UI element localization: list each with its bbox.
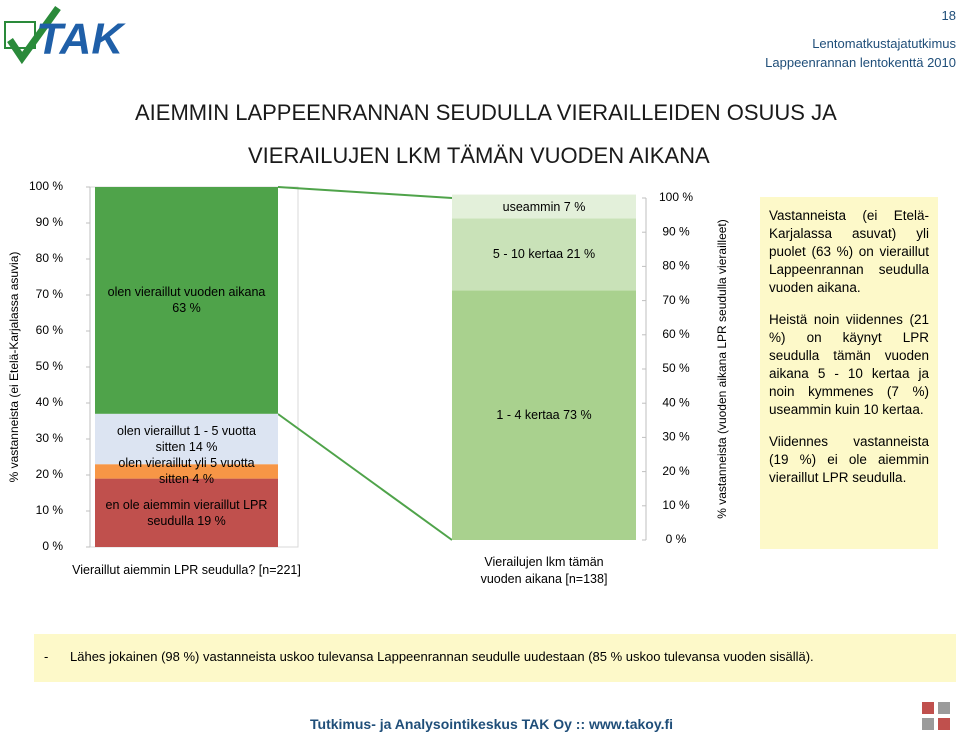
y-tick-label: 20 % <box>36 467 64 481</box>
connector <box>277 186 453 199</box>
y-tick-label: 0 % <box>666 532 687 546</box>
y-tick-label: 70 % <box>36 287 64 301</box>
y-tick-label: 100 % <box>29 179 63 193</box>
y-tick-label: 50 % <box>36 359 64 373</box>
y-tick-label: 10 % <box>36 503 64 517</box>
segment-label: olen vieraillut yli 5 vuotta sitten 4 % <box>118 456 255 487</box>
y-tick-label: 40 % <box>36 395 64 409</box>
y-tick-label: 0 % <box>42 539 63 553</box>
connector <box>277 413 453 541</box>
bar-segment <box>452 218 636 291</box>
bullet: - <box>44 649 49 664</box>
y-tick-label: 90 % <box>36 215 64 229</box>
y-tick-label: 80 % <box>662 259 690 273</box>
segment-label: 1 - 4 kertaa 73 % <box>496 408 592 423</box>
subtitle: Lappeenrannan lentokenttä 2010 <box>765 55 956 70</box>
deco-square <box>922 702 934 714</box>
paragraph: Vastanneista (ei Etelä-Karjalassa asuvat… <box>769 208 929 295</box>
bar-segment <box>95 464 278 479</box>
y-tick-label: 70 % <box>662 293 690 307</box>
title: VIERAILUJEN LKM TÄMÄN VUODEN AIKANA <box>248 143 710 168</box>
bar-segment <box>95 478 278 547</box>
note-box: - Lähes jokainen (98 %) vastanneista usk… <box>34 634 956 682</box>
segment-label: 5 - 10 kertaa 21 % <box>492 247 596 262</box>
x-tick-label: Vierailujen lkm tämän vuoden aikana [n=1… <box>480 555 608 586</box>
y-tick-label: 80 % <box>36 251 64 265</box>
title: AIEMMIN LAPPEENRANNAN SEUDULLA VIERAILLE… <box>135 100 837 125</box>
side-text-box: Vastanneista (ei Etelä-Karjalassa asuvat… <box>760 197 938 549</box>
y-tick-label: 10 % <box>662 498 690 512</box>
segment-label: olen vieraillut 1 - 5 vuotta sitten 14 % <box>117 424 256 454</box>
bar-segment <box>452 194 636 219</box>
y-tick-label: 100 % <box>659 190 693 204</box>
logo-check <box>7 5 61 65</box>
deco-square <box>938 702 950 714</box>
deco-square <box>922 718 934 730</box>
footer: Tutkimus- ja Analysointikeskus TAK Oy ::… <box>310 716 674 732</box>
y-tick-label: 60 % <box>662 327 690 341</box>
bar-segment <box>452 290 636 540</box>
y-tick-label: 30 % <box>662 430 690 444</box>
paragraph: Heistä noin viidennes (21 %) on käynyt L… <box>769 312 929 417</box>
x-tick-label: Vieraillut aiemmin LPR seudulla? [n=221] <box>72 563 301 577</box>
logo: TAK <box>36 15 126 64</box>
bar-segment <box>95 187 278 414</box>
logo-box <box>4 21 36 49</box>
y-axis-label: % vastanneista (ei Etelä-Karjalassa asuv… <box>7 252 21 483</box>
y-tick-label: 90 % <box>662 224 690 238</box>
y-axis-label: % vastanneista (vuoden aikana LPR seudul… <box>715 219 729 519</box>
deco-square <box>938 718 950 730</box>
paragraph: Viidennes vastanneista (19 %) ei ole aie… <box>769 434 929 485</box>
y-tick-label: 20 % <box>662 464 690 478</box>
y-tick-label: 30 % <box>36 431 64 445</box>
bar-segment <box>95 413 278 465</box>
subtitle: Lentomatkustajatutkimus <box>812 36 956 51</box>
y-tick-label: 60 % <box>36 323 64 337</box>
y-tick-label: 50 % <box>662 361 690 375</box>
segment-label: useammin 7 % <box>502 199 586 214</box>
note: Lähes jokainen (98 %) vastanneista uskoo… <box>70 649 814 664</box>
page-number: 18 <box>941 8 956 23</box>
segment-label: en ole aiemmin vieraillut LPR seudulla 1… <box>105 497 268 528</box>
segment-label: olen vieraillut vuoden aikana 63 % <box>107 285 266 316</box>
y-tick-label: 40 % <box>662 395 690 409</box>
